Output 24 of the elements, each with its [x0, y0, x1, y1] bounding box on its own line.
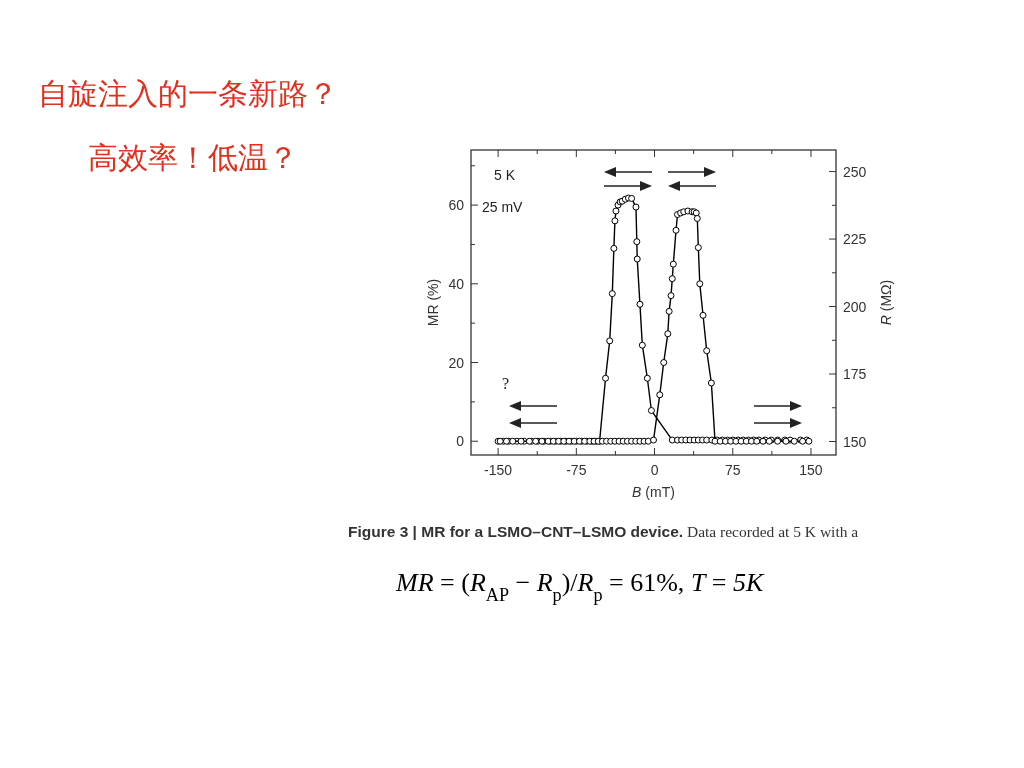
text: Figure 3 | MR for a LSMO–CNT–LSMO device. Data recorded at 5 K with a — [348, 523, 859, 540]
text: MR = (R$_{AP}$ − R$_{p}$)/R$_{p}$ = 61%, T = 5K — [396, 568, 764, 605]
y-tick-label: 60 — [448, 197, 465, 214]
y2-axis-title: R (MΩ) — [878, 279, 894, 326]
y2-tick-label: 225 — [843, 231, 867, 248]
annotation: 25 mV — [482, 199, 524, 215]
y2-tick-label: 175 — [843, 366, 867, 383]
annotation: 5 K — [494, 167, 516, 183]
x-tick-label: 150 — [799, 462, 823, 478]
x-tick-label: -75 — [566, 462, 587, 478]
y2-tick-label: 250 — [843, 163, 867, 180]
x-tick-label: 0 — [650, 462, 659, 478]
text: 高效率！低温？ — [88, 140, 298, 175]
y2-tick-label: 150 — [843, 433, 867, 450]
x-axis-title: B (mT) — [632, 484, 675, 500]
y-tick-label: 0 — [456, 433, 465, 450]
x-tick-label: 75 — [724, 462, 741, 478]
y-axis-title: MR (%) — [425, 278, 441, 327]
annotation: ? — [502, 375, 510, 392]
y2-tick-label: 200 — [843, 298, 867, 315]
y-tick-label: 20 — [448, 354, 465, 371]
y-tick-label: 40 — [448, 275, 465, 292]
x-tick-label: -150 — [484, 462, 513, 478]
text: 自旋注入的一条新路？ — [38, 76, 338, 111]
